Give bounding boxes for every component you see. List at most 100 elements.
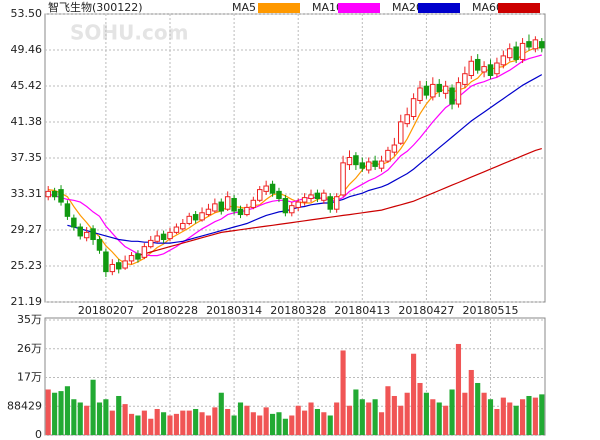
candle-body <box>90 228 96 241</box>
volume-bar <box>443 405 449 435</box>
volume-bar <box>436 402 442 435</box>
volume-bar <box>334 402 340 435</box>
volume-bar <box>167 415 173 435</box>
candle-body <box>231 198 237 212</box>
candle-body <box>500 55 507 66</box>
volume-bar <box>327 415 333 435</box>
legend-swatch <box>258 3 300 13</box>
candle-body <box>186 215 192 224</box>
candle-body <box>519 42 526 60</box>
candle-body <box>77 226 83 237</box>
candle-body <box>353 155 359 166</box>
candle-body <box>135 253 141 260</box>
volume-bar <box>71 399 77 435</box>
volume-bar <box>64 386 70 435</box>
volume-bar <box>193 408 199 435</box>
y-tick-label: 88429 <box>7 399 42 412</box>
candle-body <box>51 190 58 198</box>
y-tick-label: 29.27 <box>11 223 43 236</box>
candle-body <box>539 41 545 49</box>
legend-label: MA60 <box>472 1 503 14</box>
candle-body <box>276 190 282 200</box>
candle-body <box>295 201 301 208</box>
candle-body <box>282 198 289 214</box>
volume-bar <box>532 397 538 435</box>
candle-body <box>430 83 436 98</box>
y-tick-label: 25.23 <box>11 259 43 272</box>
x-tick-label: 20180228 <box>142 304 198 317</box>
watermark: SOHU.com <box>70 21 188 45</box>
candle-body <box>385 149 391 162</box>
candle-body <box>359 162 366 169</box>
y-tick-label: 35万 <box>17 313 42 326</box>
volume-bar <box>270 413 276 435</box>
chart-title: 智飞生物(300122) <box>48 0 143 14</box>
candle-body <box>526 41 532 48</box>
volume-bar <box>173 413 179 435</box>
volume-bar <box>45 389 51 435</box>
volume-bar <box>308 402 314 435</box>
volume-bar <box>346 405 353 435</box>
volume-bar <box>52 392 58 435</box>
volume-bar <box>520 399 526 435</box>
y-tick-label: 37.35 <box>11 151 43 164</box>
volume-bar <box>218 392 224 435</box>
candle-body <box>218 201 225 212</box>
candle-body <box>45 190 51 198</box>
candle-body <box>250 199 257 208</box>
volume-bar <box>404 392 410 435</box>
legend-swatch <box>498 3 540 13</box>
volume-bar <box>263 407 269 435</box>
candle-body <box>346 157 353 166</box>
x-tick-label: 20180207 <box>78 304 134 317</box>
candle-body <box>410 98 417 118</box>
volume-bar <box>481 392 487 435</box>
candle-body <box>205 208 212 216</box>
candle-body <box>494 62 500 75</box>
candle-body <box>192 214 199 221</box>
y-tick-label: 45.42 <box>11 79 43 92</box>
candle-body <box>58 189 64 203</box>
candle-body <box>269 183 276 194</box>
candle-body <box>468 60 475 77</box>
candle-body <box>340 162 346 196</box>
volume-bar <box>462 392 468 435</box>
volume-bar <box>225 408 231 435</box>
volume-bar <box>250 412 256 435</box>
volume-bar <box>314 408 320 435</box>
candle-body <box>96 239 103 251</box>
volume-bar <box>539 394 545 435</box>
volume-bar <box>103 399 109 435</box>
y-tick-label: 41.38 <box>11 115 43 128</box>
candle-body <box>507 48 513 59</box>
candle-body <box>148 239 154 248</box>
volume-bar <box>282 418 288 435</box>
candle-body <box>462 73 468 85</box>
volume-bar <box>122 404 128 435</box>
candle-body <box>115 262 122 270</box>
volume-bar <box>186 410 192 435</box>
volume-bar <box>430 399 436 435</box>
volume-bar <box>353 389 359 435</box>
legend-swatch <box>338 3 380 13</box>
candle-body <box>513 46 519 60</box>
y-tick-label: 53.50 <box>11 7 43 20</box>
volume-bar <box>128 413 135 435</box>
volume-bar <box>302 410 308 435</box>
y-tick-label: 0 <box>35 428 42 440</box>
volume-bar <box>289 415 295 435</box>
volume-bar <box>372 399 378 435</box>
candle-body <box>257 189 263 201</box>
ma-line <box>48 47 542 266</box>
candle-body <box>481 66 487 73</box>
volume-bar <box>475 382 481 435</box>
volume-bar <box>199 412 205 435</box>
volume-bar <box>340 350 346 435</box>
candle-body <box>263 185 269 192</box>
candle-body <box>314 192 321 200</box>
candle-body <box>449 87 455 105</box>
volume-bar <box>385 386 391 435</box>
ma-line <box>137 148 542 257</box>
volume-bar <box>423 392 429 435</box>
